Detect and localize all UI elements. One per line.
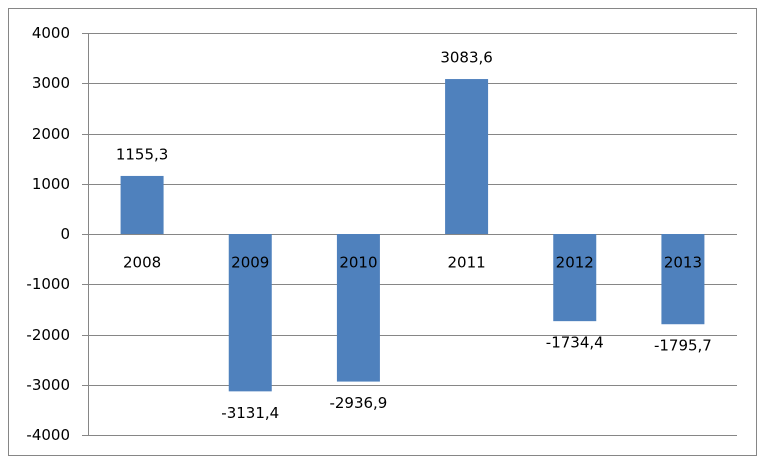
y-tick-label: 0 bbox=[60, 225, 70, 243]
bar bbox=[661, 234, 705, 325]
bar bbox=[445, 79, 489, 234]
y-tick-label: 4000 bbox=[32, 24, 70, 42]
y-tick-label: 2000 bbox=[32, 125, 70, 143]
x-tick-label: 2012 bbox=[556, 254, 594, 272]
x-tick-label: 2008 bbox=[123, 254, 161, 272]
y-tick-label: -2000 bbox=[26, 326, 70, 344]
bar bbox=[228, 234, 272, 392]
data-label: -1795,7 bbox=[654, 337, 712, 355]
y-tick-label: -3000 bbox=[26, 376, 70, 394]
x-tick-label: 2011 bbox=[447, 254, 485, 272]
bar bbox=[120, 175, 164, 234]
x-tick-label: 2009 bbox=[231, 254, 269, 272]
y-tick-label: -4000 bbox=[26, 426, 70, 444]
data-label: -3131,4 bbox=[221, 404, 279, 422]
data-label: -2936,9 bbox=[329, 394, 387, 412]
data-label: 1155,3 bbox=[116, 145, 169, 163]
bar bbox=[553, 234, 597, 322]
data-label: -1734,4 bbox=[546, 334, 604, 352]
x-tick-label: 2010 bbox=[339, 254, 377, 272]
data-label: 3083,6 bbox=[440, 49, 493, 67]
y-tick-label: 3000 bbox=[32, 74, 70, 92]
y-tick-label: -1000 bbox=[26, 275, 70, 293]
y-tick-label: 1000 bbox=[32, 175, 70, 193]
x-tick-label: 2013 bbox=[664, 254, 702, 272]
bar bbox=[336, 234, 380, 382]
